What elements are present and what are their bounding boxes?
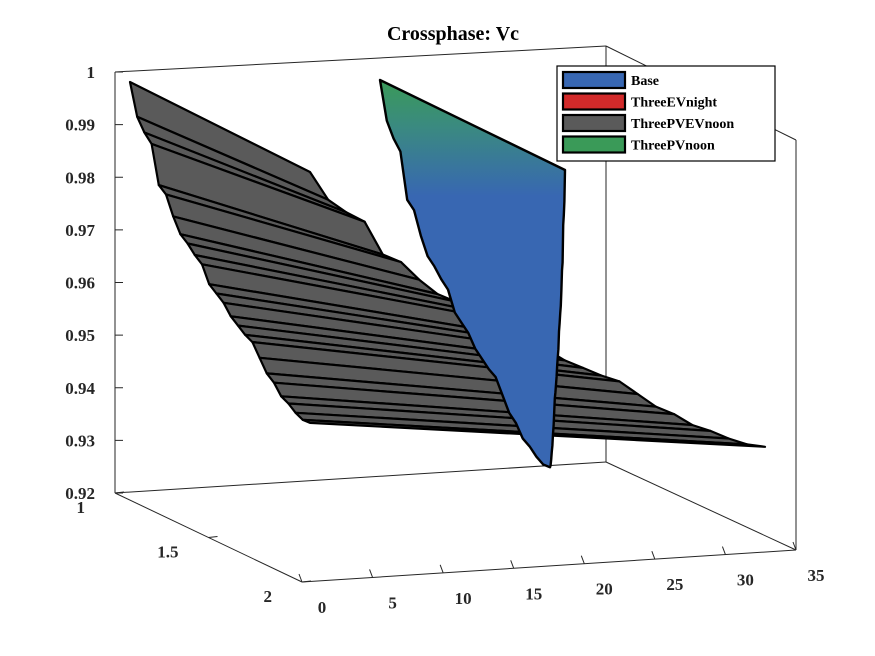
legend-label: ThreeEVnight [631, 96, 717, 111]
x-tick-label: 15 [525, 584, 542, 603]
y-tick-mark [301, 580, 312, 583]
z-tick-label: 0.96 [65, 274, 95, 293]
back-top-edge [114, 45, 607, 73]
z-tick-label: 0.95 [65, 326, 95, 345]
legend-label: ThreePVnoon [631, 139, 715, 154]
legend-label: ThreePVEVnoon [631, 117, 734, 132]
legend-label: Base [631, 74, 659, 89]
legend-swatch [561, 113, 627, 133]
z-tick-label: 1 [87, 63, 96, 82]
surface-ThreePVEVnoon [128, 80, 767, 448]
z-tick-label: 0.97 [65, 221, 95, 240]
x-tick-mark [580, 555, 585, 564]
right-bottom-edge [605, 461, 797, 551]
legend-swatch [561, 70, 627, 90]
surface-patch [378, 78, 567, 469]
z-tick-label: 0.99 [65, 116, 95, 135]
x-tick-label: 5 [388, 593, 397, 612]
x-tick-mark [721, 546, 726, 555]
z-tick-label: 0.94 [65, 379, 95, 398]
ticks: 0 5 10 15 20 25 30 35 1 1.5 2 0.92 0.93 0.94 0.95 0.96 0… [65, 63, 824, 617]
legend-swatch [561, 92, 627, 111]
y-tick-label: 1.5 [157, 543, 178, 562]
x-tick-label: 20 [596, 580, 613, 599]
z-tick-label: 0.92 [65, 484, 95, 503]
z-tick-label: 0.98 [65, 168, 95, 187]
x-tick-label: 35 [808, 566, 825, 585]
surface-Base [378, 78, 567, 469]
surfaces [128, 78, 767, 469]
x-tick-label: 25 [666, 575, 683, 594]
x-tick-mark [651, 550, 656, 560]
x-tick-label: 30 [737, 571, 754, 590]
x-tick-label: 10 [455, 589, 472, 608]
x-tick-mark [510, 560, 515, 569]
z-tick-label: 0.93 [65, 431, 95, 450]
chart-title: Crossphase: Vc [387, 23, 519, 45]
y-tick-label: 2 [264, 587, 273, 606]
y-tick-label: 1 [77, 498, 86, 517]
back-bottom-edge [114, 461, 607, 494]
x-tick-label: 0 [318, 598, 327, 617]
x-tick-mark [369, 569, 374, 578]
y-tick-mark [208, 536, 218, 538]
x-tick-mark [792, 541, 797, 551]
legend: Base ThreeEVnight ThreePVEVnoon ThreePVnoon [556, 65, 776, 162]
x-axis-line [301, 549, 797, 583]
legend-swatch [561, 135, 627, 154]
x-tick-mark [439, 564, 444, 574]
x-tick-mark [298, 573, 303, 583]
